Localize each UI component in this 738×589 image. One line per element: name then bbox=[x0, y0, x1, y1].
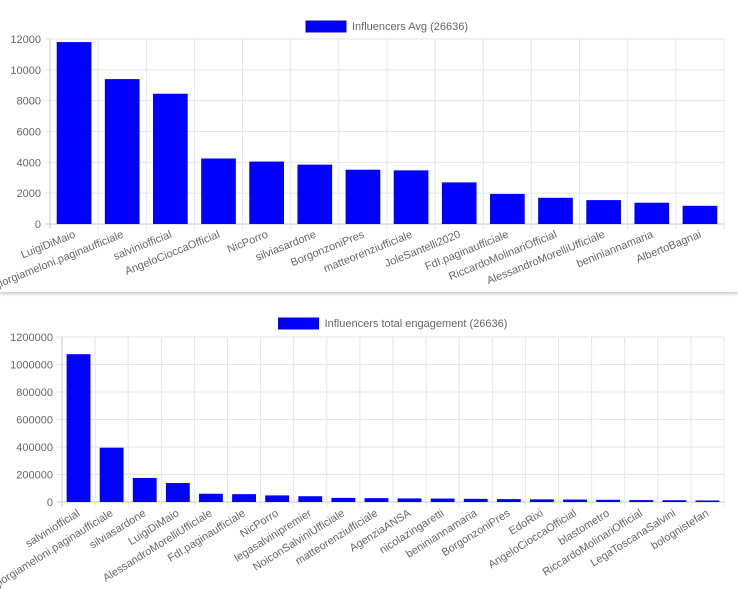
bar[interactable] bbox=[463, 498, 488, 502]
bar[interactable] bbox=[132, 477, 157, 502]
bar[interactable] bbox=[66, 354, 91, 502]
legend-label: Influencers total engagement (26636) bbox=[325, 318, 508, 330]
y-tick-label: 10000 bbox=[10, 65, 41, 77]
y-tick-label: 0 bbox=[47, 497, 53, 509]
bar[interactable] bbox=[99, 447, 124, 502]
bar[interactable] bbox=[629, 500, 654, 502]
y-tick-label: 200000 bbox=[16, 470, 53, 482]
bar[interactable] bbox=[563, 499, 587, 502]
bar[interactable] bbox=[538, 197, 573, 224]
avg-chart-panel: 0 2000 4000 6000 8000 10000 12000 LuigiDiMaio gi… bbox=[0, 0, 738, 292]
bar[interactable] bbox=[249, 161, 284, 224]
bar[interactable] bbox=[496, 499, 521, 502]
legend[interactable]: Influencers Avg (26636) bbox=[305, 20, 468, 33]
legend-swatch bbox=[278, 317, 320, 330]
bar[interactable] bbox=[397, 498, 422, 502]
bar[interactable] bbox=[441, 182, 477, 224]
bar[interactable] bbox=[586, 200, 621, 224]
grid bbox=[45, 38, 725, 229]
y-tick-label: 600000 bbox=[16, 415, 53, 427]
bar[interactable] bbox=[430, 498, 455, 502]
y-tick-label: 8000 bbox=[17, 96, 41, 108]
bar[interactable] bbox=[232, 494, 256, 502]
bar[interactable] bbox=[331, 497, 356, 502]
bar[interactable] bbox=[298, 496, 323, 502]
bar[interactable] bbox=[265, 495, 290, 502]
bar[interactable] bbox=[393, 170, 429, 224]
y-tick-label: 2000 bbox=[17, 188, 41, 200]
bar[interactable] bbox=[56, 42, 92, 225]
bar[interactable] bbox=[490, 193, 525, 224]
engagement-chart-panel: 0 200000 400000 600000 800000 1000000 1200000 s… bbox=[0, 306, 738, 589]
y-tick-label: 6000 bbox=[17, 127, 41, 139]
bar[interactable] bbox=[364, 498, 389, 502]
grid bbox=[57, 336, 725, 507]
y-tick-label: 12000 bbox=[10, 34, 41, 46]
bar[interactable] bbox=[345, 169, 381, 224]
bar[interactable] bbox=[662, 500, 687, 502]
y-tick-label: 1200000 bbox=[10, 332, 53, 344]
bar[interactable] bbox=[695, 500, 720, 502]
bar[interactable] bbox=[297, 164, 333, 224]
bar[interactable] bbox=[199, 493, 223, 502]
y-tick-label: 800000 bbox=[16, 387, 53, 399]
legend[interactable]: Influencers total engagement (26636) bbox=[278, 317, 508, 330]
x-tick-label: bolognistefan bbox=[649, 507, 711, 552]
bar[interactable] bbox=[165, 483, 190, 502]
bar[interactable] bbox=[201, 158, 236, 224]
avg-bar-chart: 020004000600080001000012000LuigiDiMaiogi… bbox=[0, 20, 725, 292]
bar[interactable] bbox=[682, 205, 718, 224]
bar[interactable] bbox=[596, 499, 621, 502]
bar[interactable] bbox=[634, 202, 670, 224]
bar[interactable] bbox=[530, 499, 554, 502]
y-tick-label: 0 bbox=[35, 219, 41, 231]
bar[interactable] bbox=[153, 93, 188, 225]
y-tick-label: 4000 bbox=[17, 157, 41, 169]
y-tick-label: 1000000 bbox=[10, 360, 53, 372]
engagement-bar-chart: 020000040000060000080000010000001200000s… bbox=[0, 317, 725, 589]
bar[interactable] bbox=[104, 79, 140, 224]
legend-swatch bbox=[305, 20, 347, 33]
y-tick-label: 400000 bbox=[16, 442, 53, 454]
legend-label: Influencers Avg (26636) bbox=[352, 21, 468, 33]
